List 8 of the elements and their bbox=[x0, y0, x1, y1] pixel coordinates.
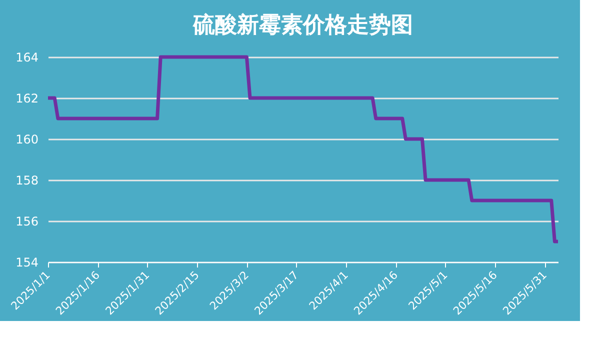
y-tick-label: 162 bbox=[16, 92, 38, 106]
y-tick-label: 164 bbox=[16, 50, 38, 64]
chart-title: 硫酸新霉素价格走势图 bbox=[192, 12, 413, 38]
y-tick-label: 154 bbox=[16, 256, 38, 270]
line-series bbox=[46, 55, 560, 244]
y-tick-label: 156 bbox=[16, 214, 38, 228]
y-tick-label: 160 bbox=[16, 132, 38, 146]
y-tick-label: 158 bbox=[16, 174, 38, 188]
